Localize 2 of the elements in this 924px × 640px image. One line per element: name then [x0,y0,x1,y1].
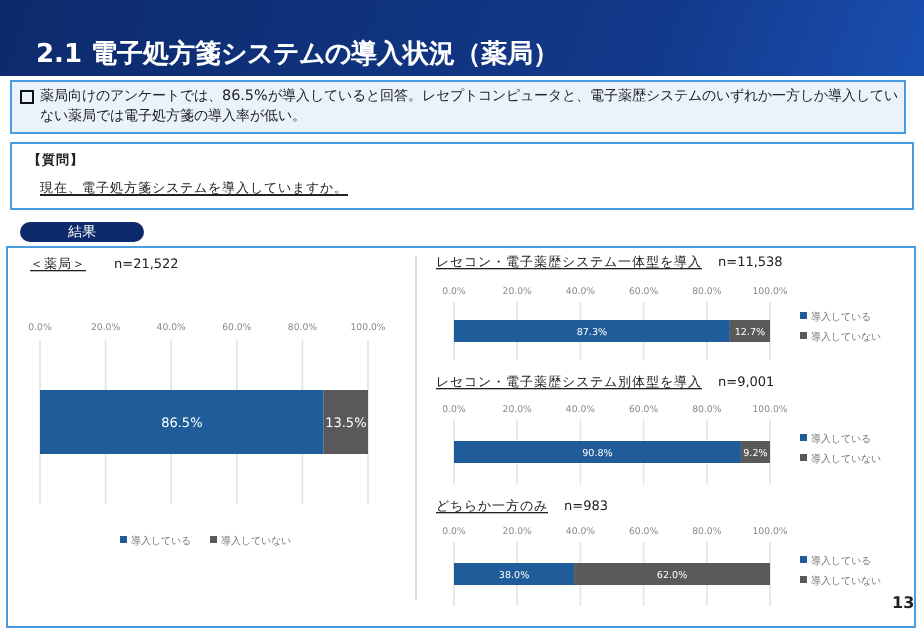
text: 13 [892,594,915,612]
text: 2.1 電子処方箋システムの導入状況（薬局） [36,37,560,72]
